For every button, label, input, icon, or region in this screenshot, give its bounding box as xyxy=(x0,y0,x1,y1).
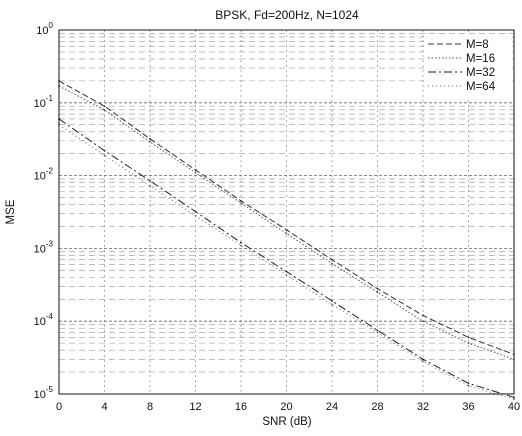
data-point xyxy=(422,314,424,317)
data-point xyxy=(149,141,151,143)
data-point xyxy=(422,358,424,361)
data-point xyxy=(331,303,333,306)
x-tick-label: 16 xyxy=(235,401,247,413)
x-tick-label: 40 xyxy=(508,401,520,413)
data-point xyxy=(467,384,470,387)
x-tick-label: 28 xyxy=(371,401,383,413)
y-axis-label: MSE xyxy=(5,199,17,224)
x-tick-label: 20 xyxy=(280,401,292,413)
data-point xyxy=(103,108,106,111)
data-point xyxy=(240,199,242,202)
y-tick-label: 10-5 xyxy=(34,385,54,401)
x-tick-label: 4 xyxy=(101,401,107,413)
y-tick-exponent: -4 xyxy=(46,312,54,321)
data-point xyxy=(376,287,379,290)
data-point xyxy=(331,258,333,261)
data-point xyxy=(149,185,151,187)
data-point xyxy=(149,179,151,182)
data-point xyxy=(194,168,197,171)
data-point xyxy=(331,262,333,265)
plot-frame xyxy=(58,29,515,395)
data-point xyxy=(285,228,288,231)
y-tick-label: 10-4 xyxy=(34,312,54,328)
legend-label: M=64 xyxy=(466,81,496,93)
legend-box xyxy=(424,34,512,98)
legend-label: M=32 xyxy=(466,67,495,79)
x-axis-label: SNR (dB) xyxy=(262,416,311,428)
data-point xyxy=(467,342,470,345)
y-tick-base: 10 xyxy=(36,25,48,37)
legend: M=8 M=16 M=32 M=64 xyxy=(424,34,512,98)
data-point xyxy=(285,274,288,276)
data-point xyxy=(467,382,470,385)
x-tick-label: 8 xyxy=(147,401,153,413)
data-point xyxy=(376,291,379,294)
data-point xyxy=(240,241,242,244)
data-point xyxy=(331,300,333,302)
data-point xyxy=(467,336,470,339)
y-tick-base: 10 xyxy=(34,243,46,255)
data-point xyxy=(376,329,379,332)
y-tick-exponent: -2 xyxy=(46,167,54,176)
data-point xyxy=(103,154,106,157)
y-tick-base: 10 xyxy=(34,316,46,328)
data-point xyxy=(240,202,242,204)
y-tick-label: 100 xyxy=(36,21,53,37)
data-point xyxy=(103,105,106,108)
data-point xyxy=(149,137,151,140)
data-point xyxy=(194,210,197,213)
grid xyxy=(58,30,515,395)
legend-label: M=16 xyxy=(466,53,495,65)
data-point xyxy=(240,244,242,247)
y-tick-base: 10 xyxy=(34,98,46,110)
y-tick-label: 10-1 xyxy=(34,94,54,110)
y-tick-label: 10-3 xyxy=(34,239,54,255)
x-tick-label: 24 xyxy=(326,401,338,413)
data-point xyxy=(513,398,515,401)
data-point xyxy=(194,214,197,217)
data-point xyxy=(194,171,197,174)
data-point xyxy=(103,149,106,152)
data-point xyxy=(422,360,424,363)
series-line-m-16 xyxy=(58,85,515,360)
y-tick-base: 10 xyxy=(34,171,46,183)
y-tick-exponent: -5 xyxy=(46,385,54,394)
x-tick-label: 0 xyxy=(56,401,62,413)
y-tick-base: 10 xyxy=(34,389,46,401)
x-tick-label: 12 xyxy=(189,401,201,413)
y-tick-exponent: -1 xyxy=(46,94,54,103)
legend-label: M=8 xyxy=(466,39,489,51)
series-lines xyxy=(58,79,515,401)
y-tick-exponent: -3 xyxy=(46,239,54,248)
y-tick-label: 10-2 xyxy=(34,167,54,183)
x-tick-label: 36 xyxy=(462,401,474,413)
chart-title: BPSK, Fd=200Hz, N=1024 xyxy=(215,8,359,22)
data-point xyxy=(285,232,288,235)
tick-labels: 0 4 8 12 16 20 24 28 32 36 4010010-110-210-310-410… xyxy=(34,21,521,413)
data-point xyxy=(376,331,379,334)
data-point xyxy=(513,396,515,399)
data-point xyxy=(422,320,424,323)
data-point xyxy=(285,270,288,273)
x-tick-label: 32 xyxy=(417,401,429,413)
y-tick-exponent: 0 xyxy=(49,21,54,30)
